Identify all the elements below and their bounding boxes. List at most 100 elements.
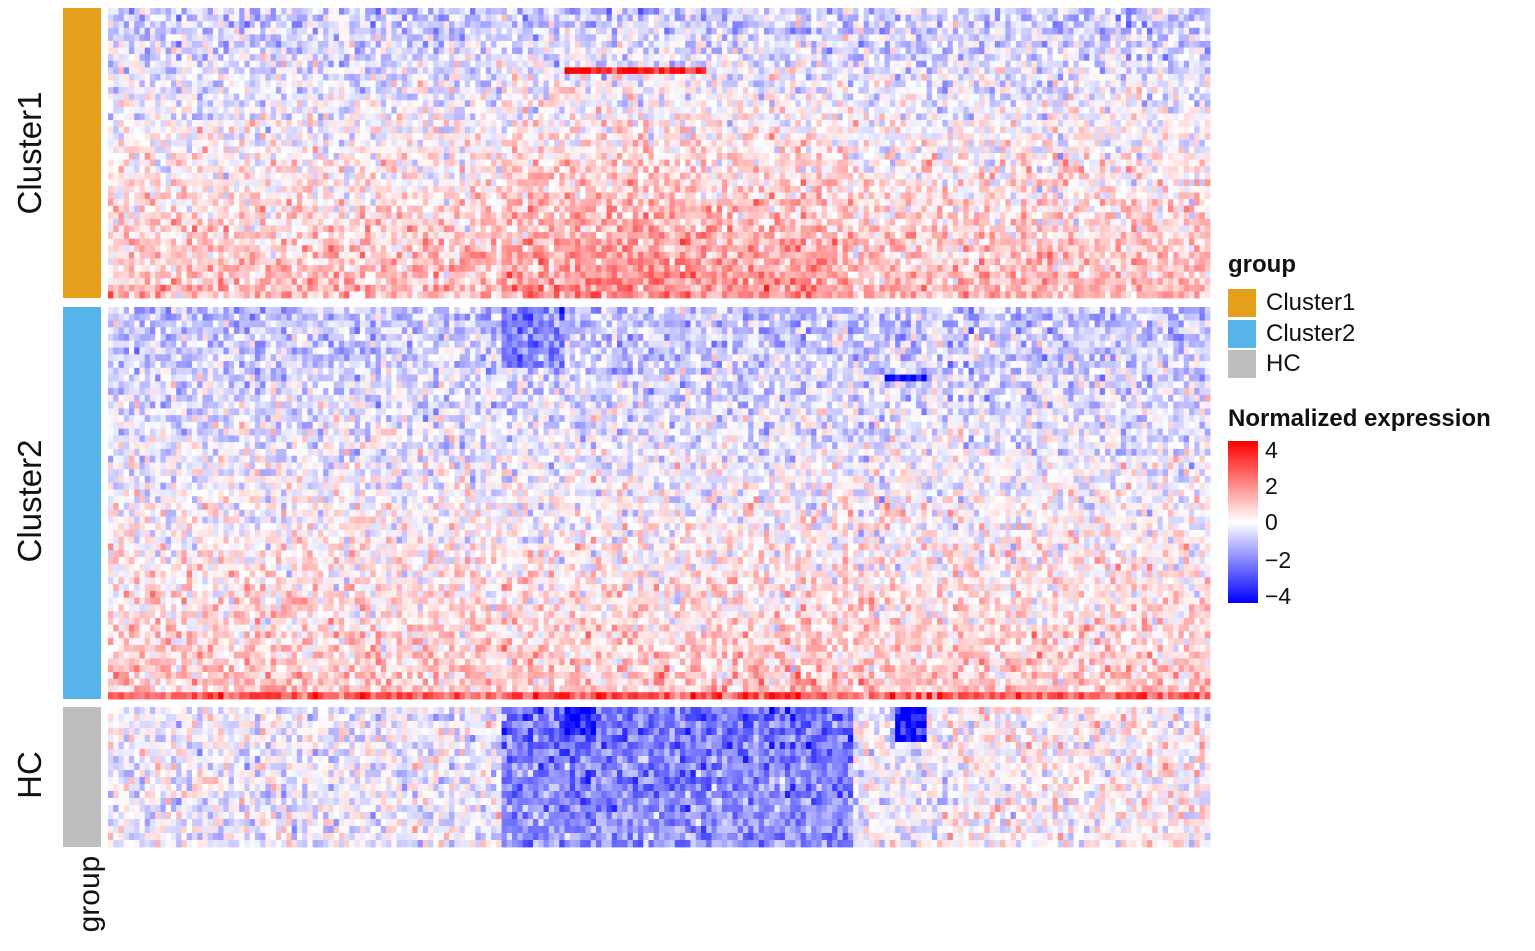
heatmap-cell (402, 153, 408, 160)
heatmap-cell (1047, 81, 1053, 88)
heatmap-cell (832, 48, 838, 55)
heatmap-cell (381, 81, 387, 88)
heatmap-cell (250, 133, 256, 140)
heatmap-cell (554, 160, 560, 167)
heatmap-cell (166, 81, 172, 88)
heatmap-cell (785, 41, 791, 48)
heatmap-cell (166, 140, 172, 147)
heatmap-cell (334, 133, 340, 140)
heatmap-cell (496, 94, 502, 101)
heatmap-cell (1063, 28, 1069, 35)
heatmap-cell (911, 153, 917, 160)
heatmap-cell (1016, 28, 1022, 35)
heatmap-cell (402, 67, 408, 74)
heatmap-cell (701, 34, 707, 41)
heatmap-cell (334, 54, 340, 61)
heatmap-cell (1110, 113, 1116, 120)
heatmap-cell (208, 34, 214, 41)
heatmap-cell (1079, 127, 1085, 134)
heatmap-cell (601, 67, 607, 74)
heatmap-cell (397, 81, 403, 88)
heatmap-cell (360, 61, 366, 68)
heatmap-cell (1179, 8, 1185, 15)
heatmap-cell (822, 41, 828, 48)
heatmap-cell (1110, 146, 1116, 153)
heatmap-cell (391, 34, 397, 41)
heatmap-cell (769, 28, 775, 35)
heatmap-cell (1005, 8, 1011, 15)
heatmap-cell (1079, 34, 1085, 41)
heatmap-cell (234, 81, 240, 88)
heatmap-cell (706, 8, 712, 15)
heatmap-cell (1032, 127, 1038, 134)
heatmap-cell (307, 153, 313, 160)
heatmap-cell (286, 107, 292, 114)
heatmap-cell (344, 133, 350, 140)
heatmap-cell (885, 41, 891, 48)
heatmap-cell (1000, 120, 1006, 127)
heatmap-cell (218, 74, 224, 81)
heatmap-cell (806, 48, 812, 55)
heatmap-cell (554, 153, 560, 160)
heatmap-cell (486, 87, 492, 94)
heatmap-cell (885, 87, 891, 94)
heatmap-cell (832, 100, 838, 107)
heatmap-cell (197, 120, 203, 127)
heatmap-cell (139, 67, 145, 74)
heatmap-cell (675, 74, 681, 81)
heatmap-cell (523, 81, 529, 88)
heatmap-cell (722, 100, 728, 107)
heatmap-cell (234, 8, 240, 15)
heatmap-cell (439, 113, 445, 120)
heatmap-cell (376, 120, 382, 127)
heatmap-cell (244, 34, 250, 41)
heatmap-cell (192, 133, 198, 140)
heatmap-cell (969, 140, 975, 147)
heatmap-cell (1058, 81, 1064, 88)
heatmap-cell (607, 153, 613, 160)
heatmap-cell (1053, 28, 1059, 35)
heatmap-cell (1053, 15, 1059, 22)
heatmap-cell (160, 81, 166, 88)
heatmap-cell (958, 87, 964, 94)
heatmap-cell (181, 133, 187, 140)
heatmap-cell (732, 21, 738, 28)
heatmap-cell (1074, 146, 1080, 153)
heatmap-cell (449, 87, 455, 94)
heatmap-cell (690, 81, 696, 88)
heatmap-cell (423, 87, 429, 94)
heatmap-cell (176, 140, 182, 147)
heatmap-cell (124, 153, 130, 160)
heatmap-cell (790, 74, 796, 81)
heatmap-cell (507, 41, 513, 48)
heatmap-cell (129, 113, 135, 120)
heatmap-cell (780, 54, 786, 61)
heatmap-cell (628, 133, 634, 140)
heatmap-cell (538, 54, 544, 61)
heatmap-cell (423, 74, 429, 81)
heatmap-cell (155, 61, 161, 68)
heatmap-cell (1068, 28, 1074, 35)
heatmap-cell (969, 54, 975, 61)
heatmap-cell (900, 61, 906, 68)
heatmap-cell (265, 21, 271, 28)
heatmap-cell (491, 160, 497, 167)
heatmap-cell (502, 67, 508, 74)
heatmap-cell (528, 87, 534, 94)
heatmap-cell (433, 15, 439, 22)
heatmap-cell (139, 133, 145, 140)
heatmap-cell (339, 87, 345, 94)
heatmap-cell (1179, 61, 1185, 68)
heatmap-cell (386, 140, 392, 147)
heatmap-cell (858, 120, 864, 127)
heatmap-cell (1121, 48, 1127, 55)
heatmap-cell (1200, 41, 1206, 48)
heatmap-cell (239, 146, 245, 153)
heatmap-cell (916, 160, 922, 167)
heatmap-cell (911, 61, 917, 68)
heatmap-cell (1152, 133, 1158, 140)
heatmap-cell (1163, 21, 1169, 28)
heatmap-cell (963, 127, 969, 134)
heatmap-cell (1189, 140, 1195, 147)
heatmap-cell (969, 15, 975, 22)
